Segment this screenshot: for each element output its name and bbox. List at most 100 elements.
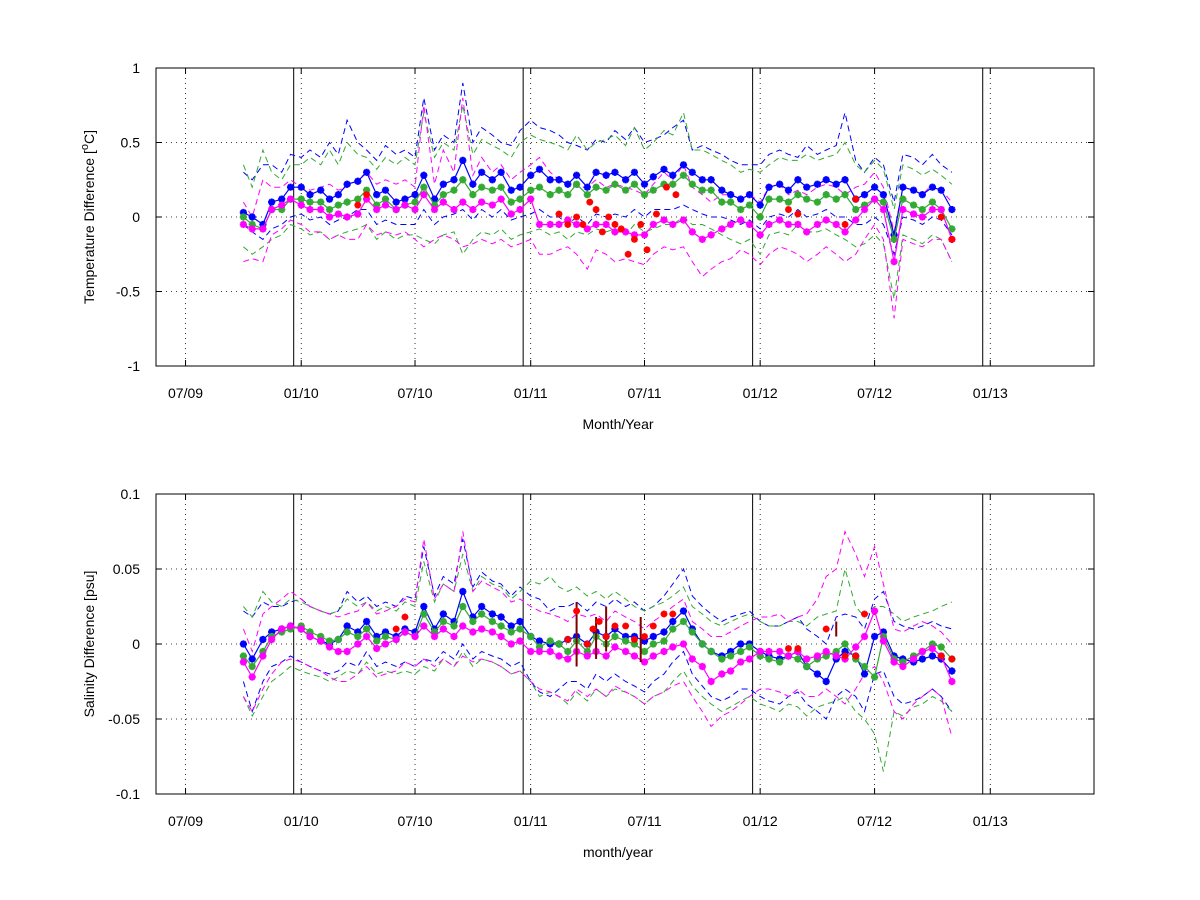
x-tick-label: 07/11 — [627, 813, 661, 829]
series-3-point — [660, 216, 668, 224]
series-3-point — [564, 216, 572, 224]
series-1-point — [420, 602, 428, 611]
series-2-point — [822, 652, 830, 660]
series-3-point — [583, 225, 591, 233]
series-3-point — [527, 647, 535, 656]
series-3-point — [679, 216, 688, 224]
series-1-point — [450, 617, 458, 626]
series-3-point — [363, 632, 371, 641]
series-1-point — [737, 640, 745, 648]
series-2-point — [278, 205, 286, 214]
series-1-point — [439, 610, 447, 618]
series-1-point — [488, 610, 496, 618]
y-tick-label: 0.05 — [113, 561, 140, 577]
series-3-point — [899, 662, 907, 671]
series-1-point — [411, 628, 419, 636]
series-1-point — [527, 171, 535, 179]
series-3-point — [860, 632, 869, 641]
series-3-point — [765, 220, 773, 229]
series-1-point — [507, 622, 515, 630]
series-1-point — [459, 156, 467, 164]
series-3-point — [803, 228, 811, 236]
series-1-point — [756, 201, 764, 209]
series-2-point — [363, 625, 371, 633]
series-2-point — [841, 640, 849, 648]
series-1-point — [439, 180, 447, 188]
series-1-point — [306, 191, 314, 199]
red-point — [624, 250, 632, 258]
series-2-point — [507, 628, 515, 636]
series-1-point — [259, 635, 267, 644]
series-2-point — [745, 201, 754, 209]
series-2-point — [765, 655, 773, 663]
series-1-point — [248, 213, 256, 221]
series-2-point — [439, 191, 447, 199]
y-axis-label-sup: o — [79, 144, 91, 150]
red-point — [401, 613, 409, 621]
series-2-point — [803, 662, 811, 671]
series-2-point — [317, 632, 325, 641]
series-3-point — [765, 647, 773, 656]
series-2-point — [334, 201, 342, 209]
series-3-point — [698, 662, 706, 671]
series-2-point — [611, 632, 619, 641]
series-1-point — [259, 220, 267, 229]
series-3-point — [373, 644, 381, 653]
series-2-point — [879, 632, 887, 641]
series-1-point — [325, 195, 334, 203]
series-3-point — [592, 220, 600, 229]
series-1-point — [583, 183, 591, 191]
series-3-point — [248, 225, 256, 233]
series-3-point — [660, 647, 668, 656]
red-point — [631, 636, 638, 643]
red-point — [643, 246, 651, 254]
series-2-point — [564, 191, 572, 199]
series-3-point — [707, 677, 715, 686]
series-2-point — [450, 622, 458, 630]
red-point — [617, 225, 625, 233]
series-3-point — [381, 640, 390, 648]
series-1-point — [278, 195, 286, 203]
series-1-band-lower-line — [242, 643, 953, 720]
red-point — [660, 610, 668, 618]
series-2-point — [784, 198, 793, 206]
series-3-point — [928, 644, 937, 653]
series-3-point — [756, 231, 764, 239]
y-tick-label: -0.1 — [116, 786, 140, 802]
series-1-point — [679, 161, 688, 169]
series-3-point — [297, 625, 305, 633]
series-1-point — [870, 183, 879, 191]
series-1-point — [660, 628, 668, 636]
series-2-point — [899, 195, 907, 203]
series-1-point — [611, 168, 619, 176]
series-1-point — [268, 628, 276, 636]
series-3-point — [918, 213, 926, 221]
series-1-point — [630, 168, 639, 176]
series-2-point — [622, 637, 630, 645]
series-1-point — [813, 180, 821, 188]
series-2-point — [630, 640, 639, 648]
series-3-point — [535, 220, 544, 229]
red-point — [363, 191, 371, 199]
series-2-point — [239, 652, 247, 660]
series-2-point — [420, 183, 428, 191]
series-3-point — [718, 225, 726, 233]
series-3-point — [248, 673, 256, 681]
series-3-point — [546, 647, 554, 656]
red-point — [841, 652, 849, 660]
series-2-point — [439, 617, 447, 626]
series-2-point — [363, 186, 371, 194]
red-point — [649, 622, 657, 630]
series-2-point — [860, 201, 869, 209]
series-2-point — [420, 610, 428, 618]
series-2-point — [354, 195, 362, 203]
series-3-point — [776, 216, 784, 224]
series-2-point — [669, 625, 677, 633]
series-1-point — [317, 186, 325, 194]
series-2-point — [803, 195, 811, 203]
series-3-point — [555, 220, 563, 229]
series-3-point — [890, 258, 898, 266]
red-point — [794, 645, 802, 652]
red-point — [637, 221, 645, 228]
